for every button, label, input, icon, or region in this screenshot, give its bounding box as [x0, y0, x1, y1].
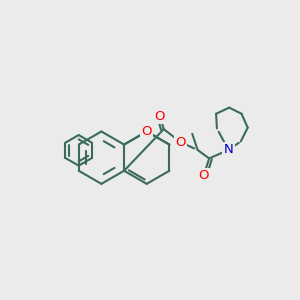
Text: O: O — [155, 110, 165, 123]
Text: N: N — [224, 143, 233, 157]
Text: O: O — [176, 136, 186, 149]
Text: O: O — [142, 125, 152, 138]
Text: O: O — [199, 169, 209, 182]
